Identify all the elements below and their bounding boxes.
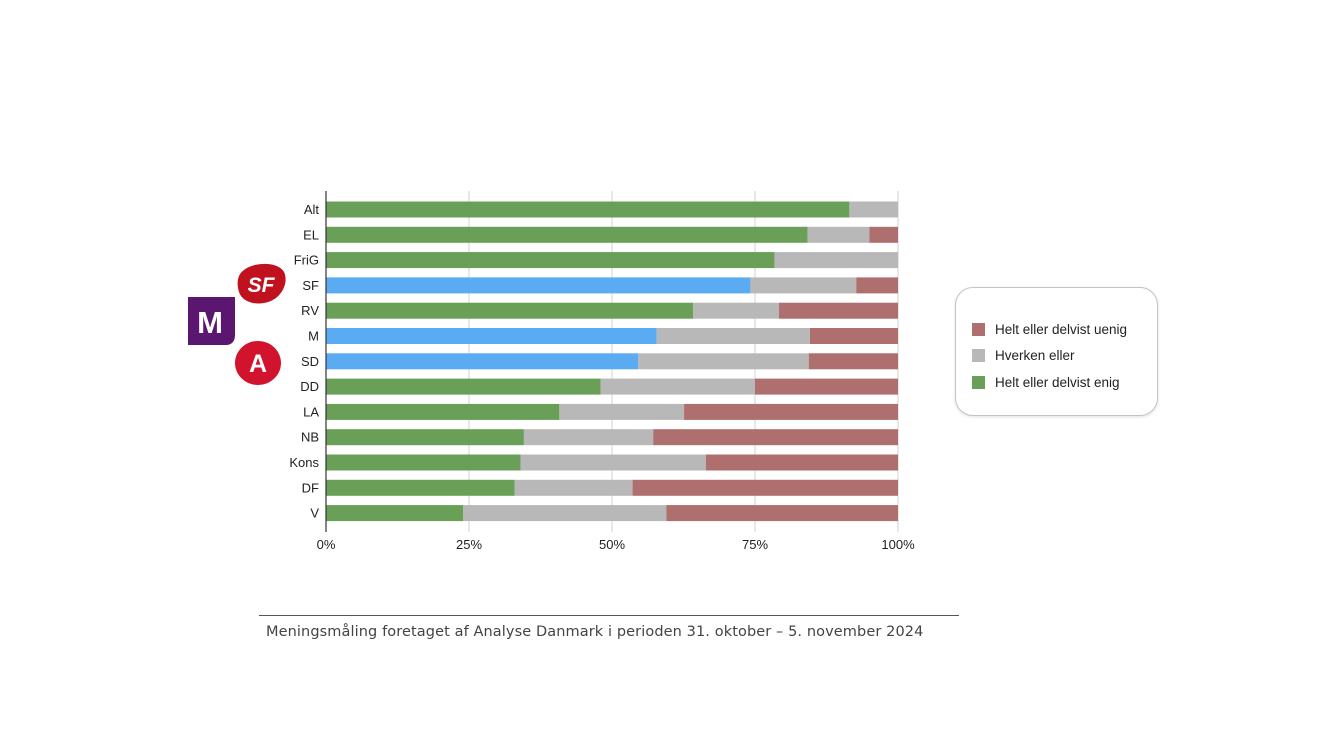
svg-text:A: A [249, 350, 267, 378]
legend: Helt eller delvist uenig Hverken eller H… [955, 287, 1158, 416]
bar-frig-hverken [774, 252, 898, 269]
legend-label-enig: Helt eller delvist enig [995, 374, 1120, 390]
bar-rv-uenig [779, 302, 898, 319]
x-tick-label: 0% [317, 537, 336, 552]
legend-swatch-uenig [972, 322, 985, 336]
category-label: Alt [304, 202, 320, 217]
bar-la-enig [326, 403, 560, 420]
category-label: LA [303, 404, 319, 419]
labels: 0% 25% 50% 75% 100% Alt EL FriG SF RV M SD DD LA NB Kon… [289, 202, 915, 552]
bar-kons-hverken [520, 454, 706, 471]
bar-kons-uenig [705, 454, 898, 471]
x-tick-label: 75% [742, 537, 768, 552]
legend-swatch-hverken [972, 348, 985, 362]
bar-v-enig [326, 505, 464, 522]
x-tick-label: 100% [881, 537, 915, 552]
bar-sd-enig [326, 353, 639, 370]
bar-la-uenig [684, 403, 898, 420]
category-label: RV [301, 303, 319, 318]
m-logo: M [188, 297, 235, 345]
legend-label-hverken: Hverken eller [995, 347, 1075, 363]
legend-label-uenig: Helt eller delvist uenig [995, 321, 1128, 337]
x-tick-label: 50% [599, 537, 625, 552]
bar-rv-hverken [693, 302, 780, 319]
bar-df-uenig [632, 479, 898, 496]
svg-text:SF: SF [248, 274, 276, 297]
sf-logo: SF [237, 263, 286, 304]
x-tick-label: 25% [456, 537, 482, 552]
bar-la-hverken [559, 403, 685, 420]
category-label: M [308, 329, 319, 344]
bar-alt-hverken [849, 201, 898, 218]
footer-divider [259, 615, 959, 616]
bars [326, 201, 898, 522]
bar-nb-enig [326, 429, 524, 446]
svg-text:M: M [197, 305, 223, 340]
bar-df-enig [326, 479, 515, 496]
category-label: SD [301, 354, 319, 369]
bar-el-enig [326, 226, 808, 243]
bar-kons-enig [326, 454, 521, 471]
bar-sd-hverken [638, 353, 809, 370]
legend-swatch-enig [972, 375, 985, 389]
category-label: Kons [289, 455, 319, 470]
footer-caption: Meningsmåling foretaget af Analyse Danma… [266, 624, 924, 640]
category-label: DD [300, 379, 319, 394]
bar-dd-enig [326, 378, 601, 395]
bar-sf-enig [326, 277, 751, 294]
bar-m-enig [326, 328, 657, 344]
category-label: EL [303, 227, 319, 242]
bar-nb-hverken [523, 429, 654, 446]
a-logo: A [235, 341, 281, 385]
bar-dd-hverken [600, 378, 755, 395]
category-label: NB [301, 430, 319, 445]
bar-frig-enig [326, 252, 775, 269]
legend-item-uenig: Helt eller delvist uenig [972, 320, 1127, 338]
category-label: V [310, 506, 319, 521]
category-label: SF [302, 278, 319, 293]
category-label: DF [302, 480, 319, 495]
bar-v-hverken [463, 505, 667, 522]
bar-alt-enig [326, 201, 850, 218]
bar-v-uenig [666, 505, 898, 522]
category-label: FriG [294, 253, 319, 268]
bar-sd-uenig [808, 353, 898, 370]
bar-m-hverken [656, 328, 810, 344]
legend-item-hverken: Hverken eller [972, 346, 1075, 364]
bar-dd-uenig [755, 378, 898, 395]
bar-df-hverken [514, 479, 633, 496]
bar-nb-uenig [653, 429, 898, 446]
legend-item-enig: Helt eller delvist enig [972, 373, 1120, 391]
bar-sf-hverken [750, 277, 857, 294]
bar-rv-enig [326, 302, 694, 319]
bar-el-uenig [869, 226, 898, 243]
bar-sf-uenig [856, 277, 898, 294]
bar-m-uenig [809, 328, 898, 344]
bar-el-hverken [807, 226, 870, 243]
